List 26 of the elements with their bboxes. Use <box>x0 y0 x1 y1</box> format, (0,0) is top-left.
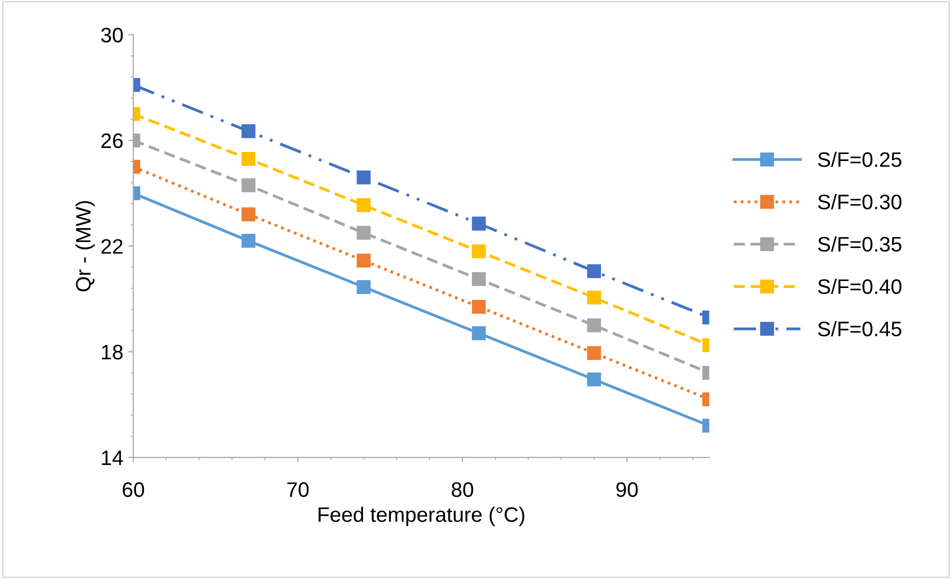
legend-label: S/F=0.35 <box>818 236 902 252</box>
legend-label: S/F=0.45 <box>818 321 902 336</box>
point <box>356 280 371 294</box>
x-tick-label: 90 <box>616 482 638 498</box>
x-axis-title: Feed temperature (°C) <box>318 506 524 526</box>
y-tick-label: 26 <box>101 133 123 148</box>
point <box>356 226 371 240</box>
legend-label: S/F=0.30 <box>818 194 902 210</box>
x-tick-label: 70 <box>287 482 309 498</box>
x-tick-label: 60 <box>122 482 144 498</box>
point <box>472 326 486 340</box>
x-tick-label: 80 <box>452 482 474 498</box>
y-tick-label: 14 <box>102 450 123 465</box>
point <box>356 254 371 268</box>
legend-label: S/F=0.25 <box>818 152 902 167</box>
point <box>356 198 371 212</box>
y-tick-label: 18 <box>102 344 123 360</box>
y-tick-label: 30 <box>101 28 123 42</box>
point <box>472 216 486 231</box>
point <box>472 244 486 258</box>
point <box>356 170 371 184</box>
y-tick-label: 22 <box>101 239 123 254</box>
point <box>472 300 486 314</box>
y-axis-title: Qr - (MW) <box>75 201 95 292</box>
legend-label: S/F=0.40 <box>818 278 902 294</box>
point <box>472 272 486 286</box>
